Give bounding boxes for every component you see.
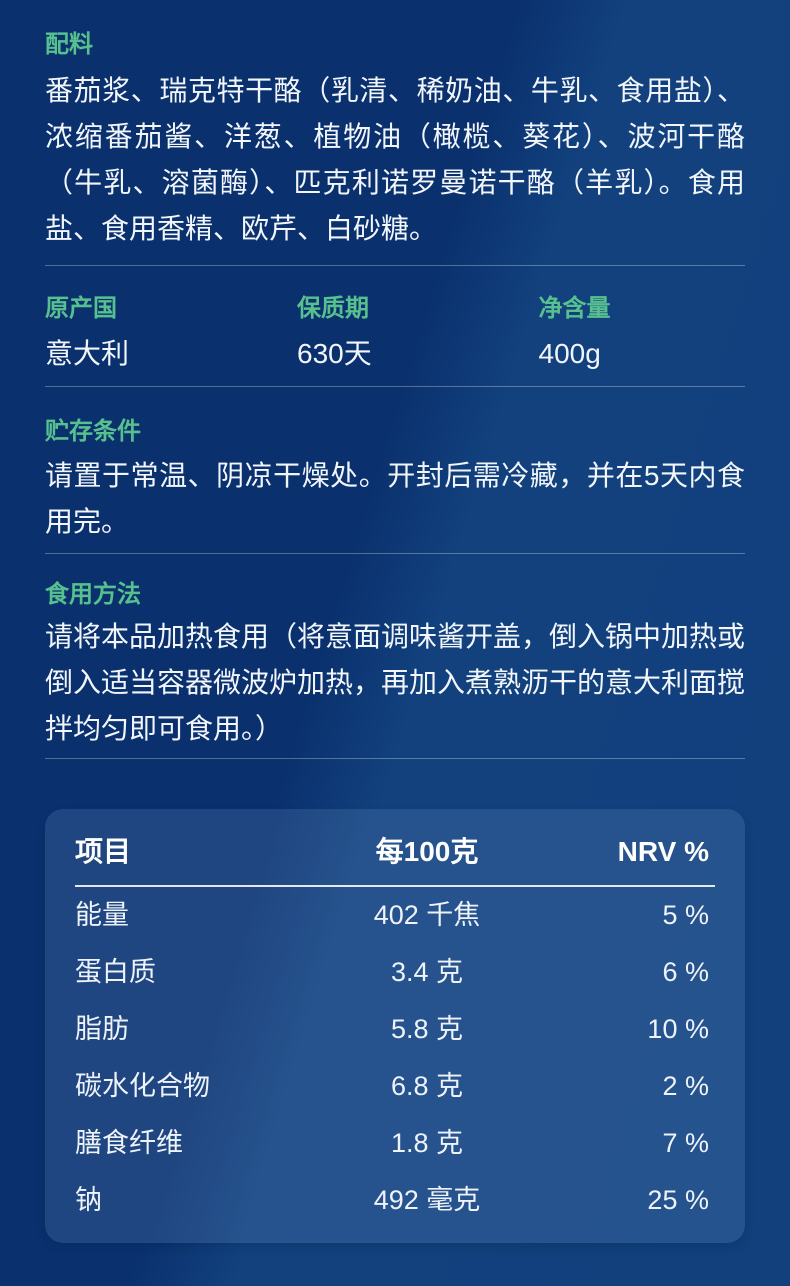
storage-heading: 贮存条件 bbox=[45, 418, 141, 445]
nutrient-amount: 3.4 克 bbox=[390, 957, 463, 987]
table-row-dietary-fiber: 膳食纤维 1.8 克 7 % bbox=[75, 1115, 715, 1172]
nutrient-nrv: 2 % bbox=[662, 1071, 709, 1101]
info-item-shelf-life: 保质期 630天 bbox=[297, 292, 539, 374]
nutrient-nrv: 25 % bbox=[647, 1185, 709, 1215]
nutrient-amount: 1.8 克 bbox=[390, 1128, 463, 1158]
nutrient-amount: 402 千焦 bbox=[373, 900, 481, 930]
nutrient-amount: 492 毫克 bbox=[373, 1185, 481, 1215]
nutrition-header-per100g: 每100克 bbox=[375, 836, 479, 867]
product-info-grid: 原产国 意大利 保质期 630天 净含量 400g bbox=[45, 292, 745, 374]
info-item-net-weight: 净含量 400g bbox=[539, 292, 746, 374]
nutrient-name: 膳食纤维 bbox=[75, 1128, 183, 1158]
origin-label: 原产国 bbox=[45, 295, 117, 322]
nutrition-header-underline bbox=[75, 885, 715, 887]
nutrient-name: 能量 bbox=[75, 900, 129, 930]
nutrient-name: 碳水化合物 bbox=[75, 1071, 210, 1101]
net-weight-label: 净含量 bbox=[538, 295, 611, 322]
nutrient-amount: 5.8 克 bbox=[390, 1014, 463, 1044]
nutrient-amount: 6.8 克 bbox=[390, 1071, 463, 1101]
storage-text: 请置于常温、阴凉干燥处。开封后需冷藏，并在5天内食用完。 bbox=[45, 460, 745, 537]
nutrient-name: 脂肪 bbox=[75, 1014, 129, 1044]
table-row-sodium: 钠 492 毫克 25 % bbox=[75, 1172, 715, 1229]
nutrition-card: 项目 每100克 NRV % 能量 402 千焦 5 % 蛋白质 3.4 克 6… bbox=[45, 809, 745, 1243]
nutrient-nrv: 6 % bbox=[662, 957, 709, 987]
divider bbox=[45, 758, 745, 759]
divider bbox=[45, 386, 745, 387]
usage-text: 请将本品加热食用（将意面调味酱开盖，倒入锅中加热或倒入适当容器微波炉加热，再加入… bbox=[45, 621, 746, 744]
ingredients-heading: 配料 bbox=[45, 31, 93, 58]
table-row-protein: 蛋白质 3.4 克 6 % bbox=[75, 944, 715, 1001]
nutrition-header-row: 项目 每100克 NRV % bbox=[75, 827, 715, 885]
shelf-life-label: 保质期 bbox=[297, 295, 369, 322]
divider bbox=[45, 553, 745, 554]
usage-heading: 食用方法 bbox=[45, 581, 141, 608]
nutrient-nrv: 10 % bbox=[647, 1014, 709, 1044]
divider bbox=[45, 265, 745, 266]
nutrient-nrv: 5 % bbox=[662, 900, 709, 930]
table-row-fat: 脂肪 5.8 克 10 % bbox=[75, 1001, 715, 1058]
table-row-energy: 能量 402 千焦 5 % bbox=[75, 887, 715, 944]
nutrition-header-item: 项目 bbox=[75, 836, 132, 867]
nutrient-nrv: 7 % bbox=[662, 1128, 709, 1158]
ingredients-text: 番茄浆、瑞克特干酪（乳清、稀奶油、牛乳、食用盐）、浓缩番茄酱、洋葱、植物油（橄榄… bbox=[45, 75, 745, 244]
nutrition-header-nrv: NRV % bbox=[617, 836, 709, 867]
table-row-carbohydrate: 碳水化合物 6.8 克 2 % bbox=[75, 1058, 715, 1115]
net-weight-value: 400g bbox=[538, 338, 601, 369]
info-item-origin: 原产国 意大利 bbox=[45, 292, 297, 374]
origin-value: 意大利 bbox=[45, 338, 130, 369]
nutrient-name: 蛋白质 bbox=[75, 957, 156, 987]
nutrient-name: 钠 bbox=[75, 1185, 102, 1215]
shelf-life-value: 630天 bbox=[297, 338, 372, 369]
